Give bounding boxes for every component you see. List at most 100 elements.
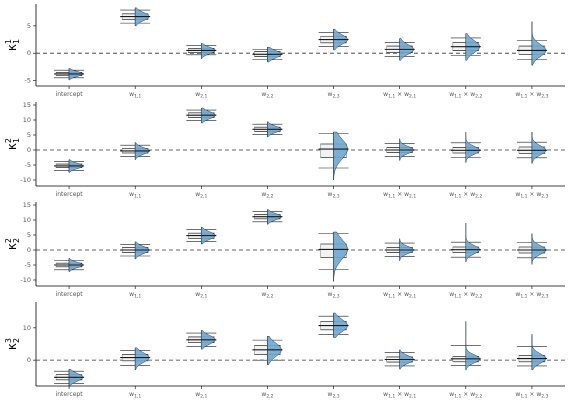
violin [333, 131, 348, 181]
panel-2: κ21 -10 -5 0 5 10 15 intercept w1,1 w2,1 w2,2 w2,3 w… [4, 101, 565, 200]
mark-7 [450, 131, 481, 163]
panel-4: κ32 0 10 intercept w1,1 w2,1 w2,2 w2,3 w1,1 × w2… [4, 302, 565, 400]
y-tick-label: 15 [23, 101, 31, 109]
x-tick-label: w1,1 [129, 91, 141, 100]
y-tick-label: 0 [27, 246, 31, 254]
mark-3 [186, 43, 217, 59]
y-tick-label: 0 [27, 146, 31, 154]
y-tick-label: -5 [25, 261, 31, 269]
x-tick-label: w1,1 × w2,3 [515, 191, 548, 200]
violin [531, 333, 547, 371]
mark-8 [516, 131, 547, 164]
mark-6 [384, 38, 415, 61]
y-axis-label: κ22 [4, 238, 21, 250]
y-tick-label: -10 [20, 176, 31, 184]
mark-6 [384, 238, 415, 262]
mark-1 [54, 368, 85, 386]
mark-4 [252, 46, 283, 63]
mark-7 [450, 320, 481, 371]
y-axis-label: κ21 [4, 138, 21, 150]
violin [465, 320, 481, 371]
x-tick-label: w2,1 [195, 91, 207, 100]
x-tick-label: w1,1 × w2,1 [383, 191, 416, 200]
x-tick-label: w1,1 × w2,1 [383, 291, 416, 300]
mark-6 [384, 138, 415, 161]
x-tick-label: w2,1 [195, 391, 207, 400]
x-tick-label: w1,1 [129, 291, 141, 300]
x-tick-label: intercept [56, 91, 84, 98]
x-tick-label: w1,1 × w2,2 [449, 291, 482, 300]
mark-5 [318, 28, 349, 51]
x-tick-label: w1,1 × w2,2 [449, 191, 482, 200]
mark-5 [318, 312, 349, 338]
y-axis-label: κ11 [4, 39, 21, 51]
y-tick-label: 15 [23, 201, 31, 209]
y-tick-label: 0 [27, 356, 31, 364]
mark-7 [450, 33, 481, 61]
mark-1 [54, 159, 85, 173]
x-tick-label: w2,1 [195, 291, 207, 300]
x-tick-label: w1,1 × w2,3 [515, 391, 548, 400]
x-tick-label: w1,1 × w2,2 [449, 91, 482, 100]
mark-8 [516, 333, 547, 371]
mark-2 [120, 7, 151, 27]
x-tick-label: w1,1 × w2,2 [449, 391, 482, 400]
y-tick-label: 5 [27, 131, 31, 139]
mark-3 [186, 107, 217, 124]
x-tick-label: w2,2 [261, 291, 273, 300]
violin [531, 131, 547, 164]
mark-4 [252, 209, 283, 225]
y-tick-label: 5 [27, 22, 31, 30]
x-tick-label: w2,1 [195, 191, 207, 200]
mark-4 [252, 121, 283, 138]
y-tick-label: -10 [20, 276, 31, 284]
x-tick-label: w2,2 [261, 91, 273, 100]
x-tick-label: w2,2 [261, 391, 273, 400]
x-tick-label: w1,1 × w2,3 [515, 291, 548, 300]
x-tick-label: w2,3 [328, 91, 340, 100]
x-tick-label: w1,1 × w2,1 [383, 91, 416, 100]
mark-3 [186, 330, 217, 350]
mark-1 [54, 258, 85, 272]
mark-2 [120, 142, 151, 160]
panel-3: κ22 -10 -5 0 5 10 15 intercept w1,1 w2,1 w2,2 w2,3 w… [4, 201, 565, 300]
mark-5 [318, 131, 349, 181]
mark-1 [54, 68, 85, 81]
mark-3 [186, 226, 217, 245]
x-tick-label: w1,1 [129, 391, 141, 400]
mark-2 [120, 241, 151, 260]
violin [333, 231, 348, 282]
mark-2 [120, 347, 151, 371]
x-tick-label: intercept [56, 291, 84, 298]
y-tick-label: 10 [23, 216, 31, 224]
violin [465, 131, 481, 163]
mark-8 [516, 233, 547, 265]
y-axis-label: κ32 [4, 338, 21, 350]
panel-1: κ11 -5 0 5 intercept w1,1 w2,1 w2,2 w2,3 w1,1 × w… [4, 4, 565, 100]
violin [465, 222, 481, 263]
violin [531, 20, 547, 66]
mark-6 [384, 349, 415, 370]
x-tick-label: w1,1 × w2,3 [515, 91, 548, 100]
x-tick-label: w2,3 [328, 391, 340, 400]
y-tick-label: -5 [25, 77, 31, 85]
x-tick-label: w1,1 × w2,1 [383, 391, 416, 400]
y-tick-label: 10 [23, 116, 31, 124]
mark-7 [450, 222, 481, 263]
mark-5 [318, 231, 349, 282]
y-tick-label: 10 [23, 324, 31, 332]
x-tick-label: w1,1 [129, 191, 141, 200]
y-tick-label: 5 [27, 231, 31, 239]
x-tick-label: w2,3 [328, 191, 340, 200]
y-tick-label: 0 [27, 49, 31, 57]
x-tick-label: intercept [56, 191, 84, 198]
y-tick-label: -5 [25, 161, 31, 169]
mark-4 [252, 335, 283, 365]
violin [531, 233, 547, 265]
mark-8 [516, 20, 547, 66]
x-tick-label: w2,3 [328, 291, 340, 300]
x-tick-label: w2,2 [261, 191, 273, 200]
violin [134, 347, 150, 371]
x-tick-label: intercept [56, 391, 84, 398]
